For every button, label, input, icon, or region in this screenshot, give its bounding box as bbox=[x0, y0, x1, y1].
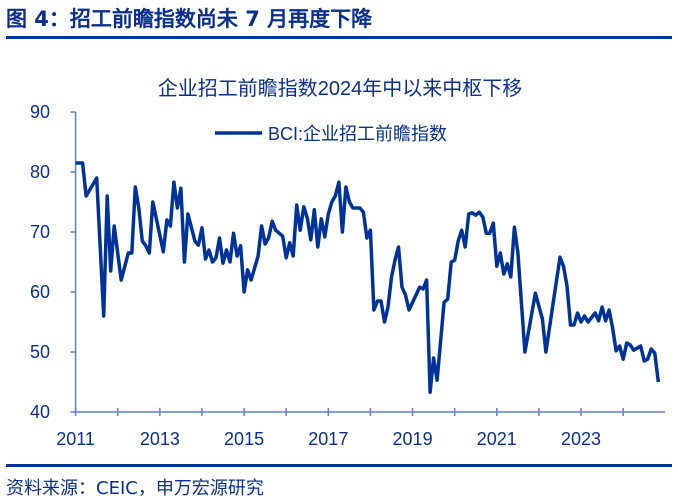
y-tick-label: 70 bbox=[30, 222, 50, 242]
x-tick-label: 2017 bbox=[308, 429, 348, 449]
x-tick-label: 2023 bbox=[561, 429, 601, 449]
y-tick-label: 90 bbox=[30, 102, 50, 122]
axes: 90 80 70 60 50 40 2011 2013 2015 2017 2019 2021 2023 bbox=[30, 102, 666, 449]
source-note: 资料来源：CEIC，申万宏源研究 bbox=[6, 478, 264, 499]
x-tick-label: 2013 bbox=[140, 429, 180, 449]
legend-label: BCI:企业招工前瞻指数 bbox=[268, 124, 447, 144]
series-line-bci bbox=[75, 161, 661, 394]
chart-title: 企业招工前瞻指数2024年中以来中枢下移 bbox=[158, 77, 523, 100]
legend: BCI:企业招工前瞻指数 bbox=[215, 124, 447, 144]
footer-rule bbox=[6, 464, 672, 467]
x-tick-label: 2015 bbox=[224, 429, 264, 449]
y-tick-label: 50 bbox=[30, 342, 50, 362]
x-tick-label: 2019 bbox=[393, 429, 433, 449]
x-tick-label: 2011 bbox=[56, 429, 95, 449]
header-rule bbox=[6, 36, 672, 39]
x-tick-label: 2021 bbox=[477, 429, 517, 449]
y-tick-label: 60 bbox=[30, 282, 50, 302]
figure-title: 图 4：招工前瞻指数尚未 7 月再度下降 bbox=[6, 7, 373, 31]
y-tick-label: 40 bbox=[30, 402, 50, 422]
y-tick-label: 80 bbox=[30, 162, 50, 182]
